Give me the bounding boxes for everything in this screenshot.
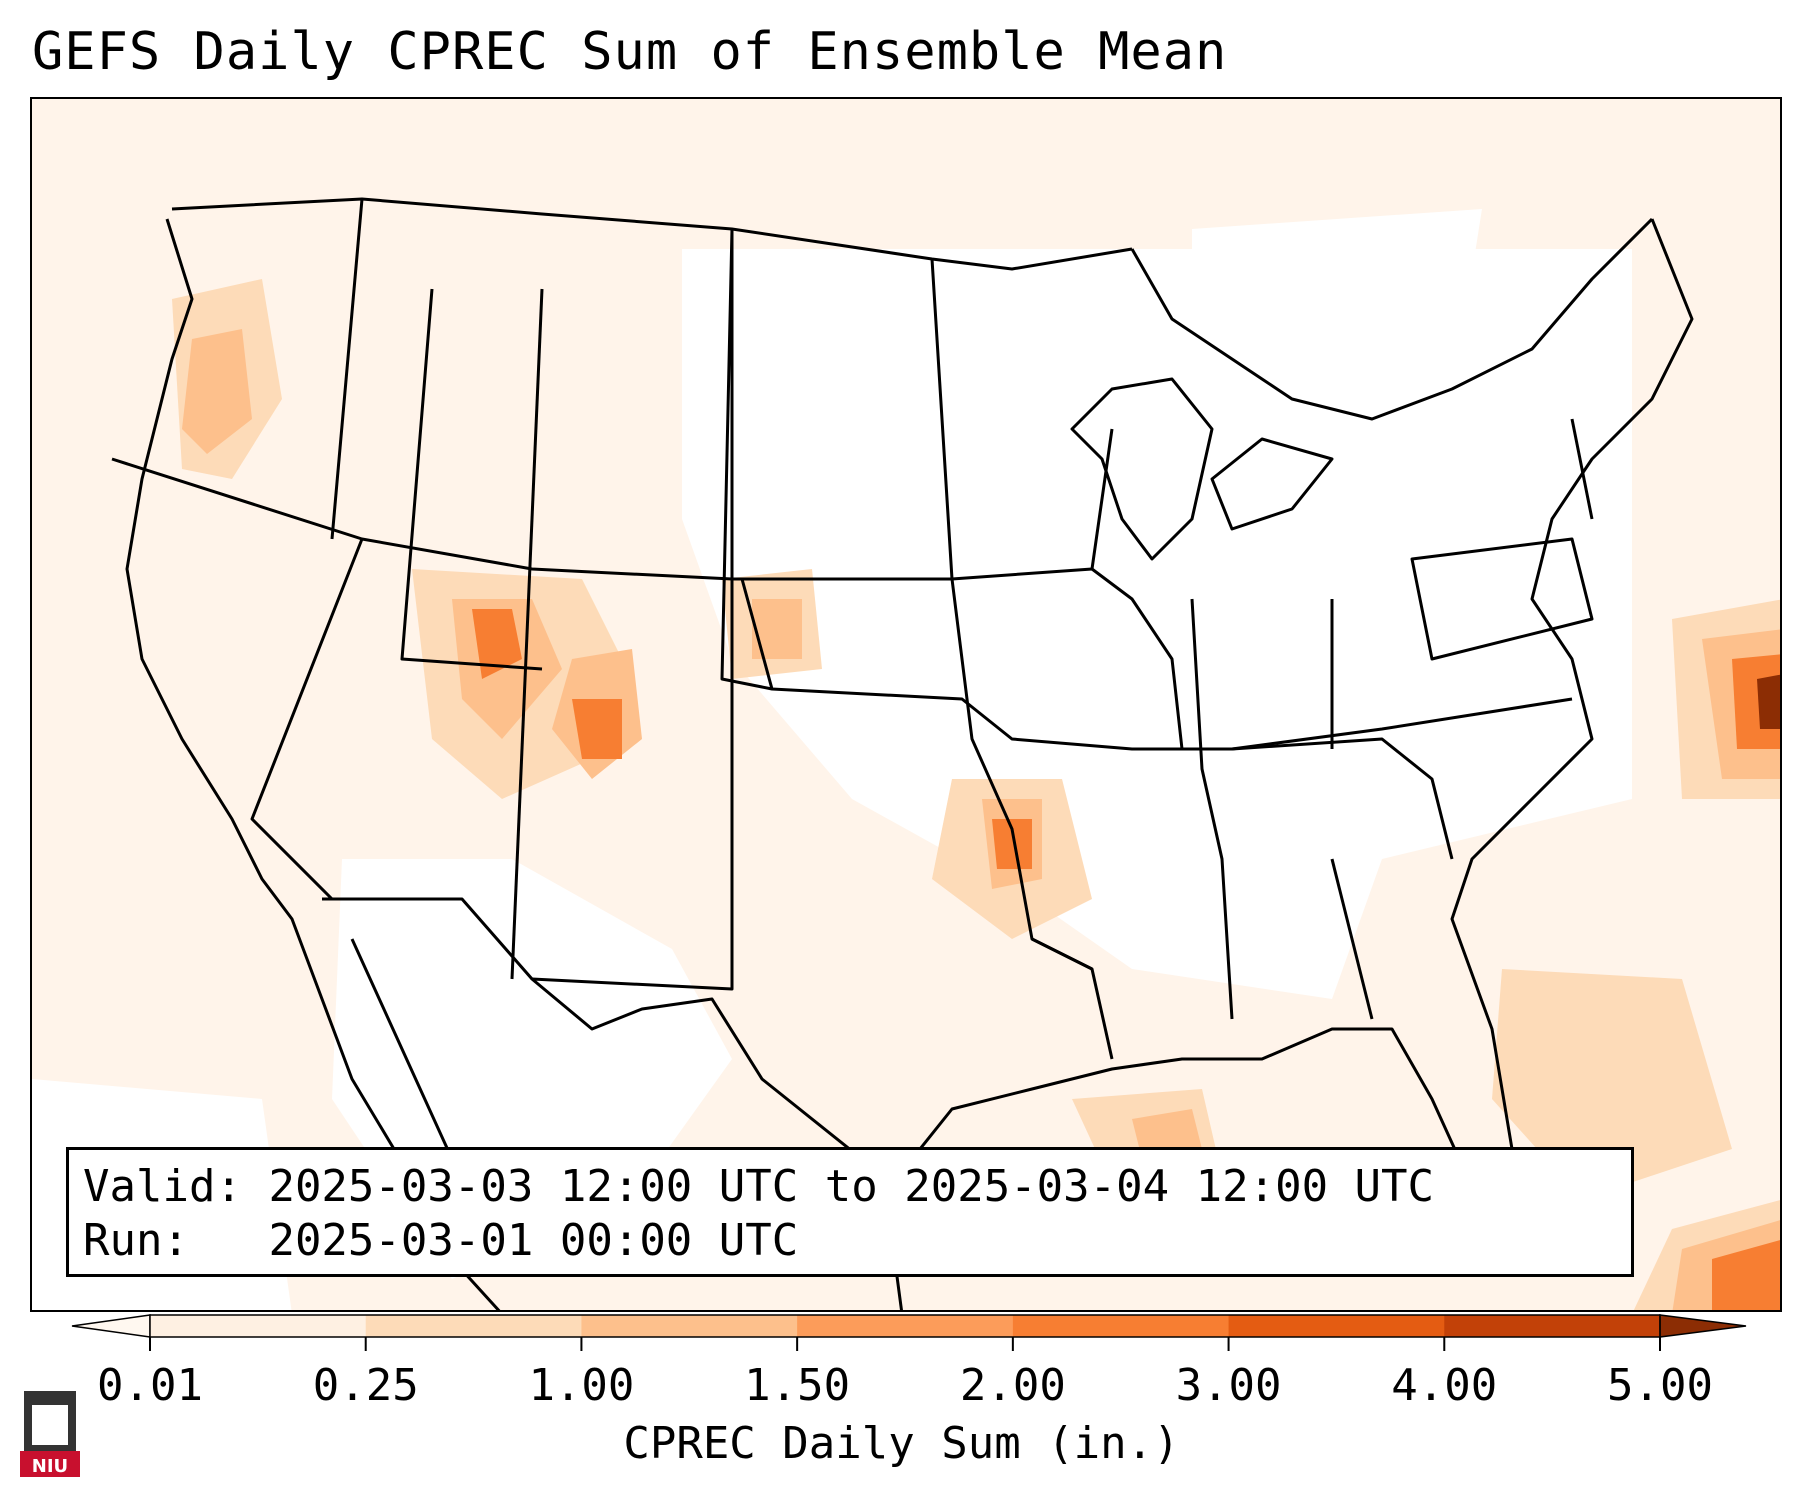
colorbar-over-arrow [1659, 1314, 1747, 1338]
logo-window [32, 1405, 68, 1445]
run-time: 2025-03-01 00:00 UTC [268, 1215, 799, 1266]
valid-time-range: 2025-03-03 12:00 UTC to 2025-03-04 12:00… [268, 1161, 1435, 1212]
precip-max-cell [1757, 674, 1780, 729]
niu-logo: NIU [20, 1391, 80, 1477]
colorbar-segment [581, 1315, 798, 1337]
colorbar-ticks [149, 1337, 1661, 1351]
logo-band [20, 1451, 80, 1477]
colorbar-tick-label: 5.00 [1607, 1360, 1713, 1411]
colorbar-segments [71, 1314, 1747, 1338]
colorbar-tick-label: 1.00 [528, 1360, 635, 1411]
colorbar-segment [1228, 1315, 1445, 1337]
precip-map [30, 97, 1782, 1312]
colorbar-label: CPREC Daily Sum (in.) [623, 1418, 1180, 1469]
colorbar-segment [1012, 1315, 1230, 1337]
colorbar-tick-label: 0.25 [312, 1360, 419, 1411]
colorbar-tick-label: 3.00 [1175, 1360, 1282, 1411]
colorbar-border [149, 1314, 1661, 1338]
chart-title: GEFS Daily CPREC Sum of Ensemble Mean [32, 22, 1228, 82]
geo-boundaries [111, 197, 1694, 1310]
colorbar-tick-label: 4.00 [1391, 1360, 1498, 1411]
dry-region-east [682, 249, 1632, 999]
run-label: Run: [83, 1215, 189, 1266]
colorbar-under-arrow [71, 1314, 151, 1338]
map-canvas [32, 99, 1780, 1310]
colorbar-segment [365, 1315, 582, 1337]
colorbar-segment [150, 1315, 367, 1337]
valid-label: Valid: [83, 1161, 242, 1212]
colorbar-tick-label: 1.50 [744, 1360, 851, 1411]
valid-run-info-box: Valid: 2025-03-03 12:00 UTC to 2025-03-0… [66, 1147, 1634, 1277]
colorbar-tick-label: 2.00 [959, 1360, 1066, 1411]
logo-text: NIU [32, 1456, 68, 1477]
colorbar-tick-label: 0.01 [97, 1360, 203, 1411]
dry-region-canada [1192, 209, 1482, 399]
colorbar [71, 1314, 1747, 1351]
colorbar-segment [797, 1315, 1014, 1337]
colorbar-segment [1444, 1315, 1661, 1337]
